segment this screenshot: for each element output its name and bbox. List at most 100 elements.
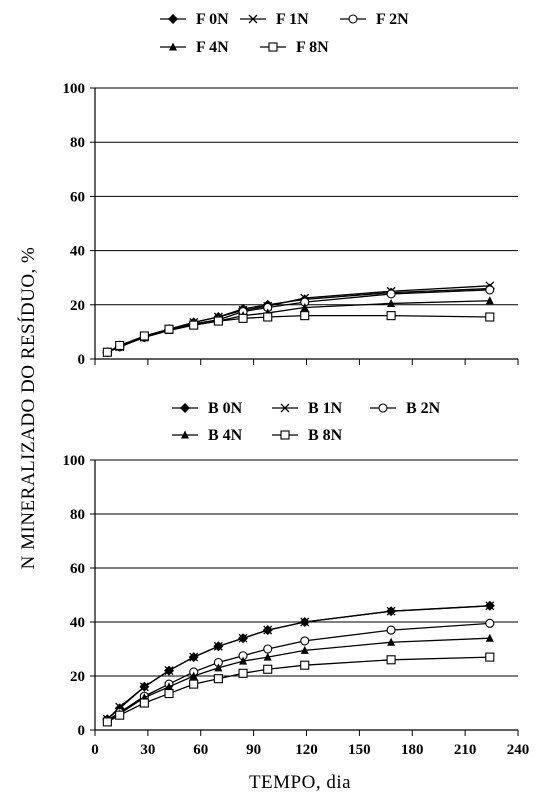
point-b-8n-2 <box>139 698 149 708</box>
legend-marker-b-1n <box>280 403 290 413</box>
legend-label-b-8n: B 8N <box>308 427 343 444</box>
legend-label-f-1n: F 1N <box>276 11 309 28</box>
y-tick-label-0: 0 <box>78 723 86 739</box>
point-b-1n-5 <box>213 641 223 651</box>
legend-label-f-0n: F 0N <box>196 11 229 28</box>
point-b-2n-7 <box>263 644 273 654</box>
x-tick-label-30: 30 <box>140 742 155 758</box>
point-b-8n-7 <box>263 664 273 674</box>
legend-marker-f-1n <box>248 14 258 24</box>
x-axis-title: TEMPO, dia <box>249 772 351 793</box>
x-tick-label-90: 90 <box>246 742 261 758</box>
point-f-8n-9 <box>386 311 396 321</box>
point-b-1n-2 <box>139 682 149 692</box>
legend-marker-f-0n <box>168 14 178 24</box>
point-b-4n-7 <box>263 652 272 661</box>
series-line-b-2n <box>106 622 490 722</box>
point-b-4n-9 <box>387 637 396 646</box>
point-b-1n-3 <box>164 666 174 676</box>
series-line-f-0n <box>107 287 490 353</box>
y-axis-title: N MINERALIZADO DO RESÍDUO, % <box>17 247 39 570</box>
point-b-4n-8 <box>300 645 309 654</box>
point-f-8n-2 <box>139 331 149 341</box>
legend-label-b-2n: B 2N <box>406 400 441 417</box>
y-tick-label-0: 0 <box>78 352 86 368</box>
series-line-b-1n <box>106 605 490 720</box>
y-tick-label-80: 80 <box>70 507 85 523</box>
point-b-4n-5 <box>214 663 223 672</box>
point-b-8n-5 <box>213 674 223 684</box>
point-f-8n-0 <box>102 347 112 357</box>
legend-label-b-1n: B 1N <box>308 400 343 417</box>
x-tick-label-150: 150 <box>348 742 371 758</box>
point-b-2n-9 <box>386 625 396 635</box>
legend-marker-f-4n <box>169 42 177 51</box>
chart-panel-f: 0 20 40 60 80 100 F 0N F 1N F 2N F 4N F 8N <box>63 11 519 368</box>
y-tick-label-40: 40 <box>70 244 85 260</box>
point-b-1n-9 <box>386 606 396 616</box>
legend-marker-b-2n <box>378 403 388 413</box>
point-f-4n-10 <box>485 296 494 305</box>
point-b-4n-10 <box>485 633 494 642</box>
point-f-8n-7 <box>263 312 273 322</box>
y-tick-label-20: 20 <box>70 298 85 314</box>
point-b-4n-6 <box>239 656 248 665</box>
point-f-4n-9 <box>387 298 396 307</box>
point-b-2n-8 <box>300 636 310 646</box>
legend-label-f-2n: F 2N <box>376 11 409 28</box>
y-tick-label-100: 100 <box>63 81 86 97</box>
series-line-b-4n <box>107 637 490 722</box>
point-b-1n-4 <box>189 652 199 662</box>
series-line-f-1n <box>107 285 490 353</box>
y-tick-label-60: 60 <box>70 561 85 577</box>
point-b-8n-3 <box>164 688 174 699</box>
point-b-1n-6 <box>238 633 248 643</box>
x-tick-label-0: 0 <box>91 742 99 758</box>
point-b-1n-8 <box>300 617 310 627</box>
x-tick-label-60: 60 <box>193 742 208 758</box>
point-b-2n-10 <box>485 618 495 628</box>
legend-label-b-4n: B 4N <box>208 427 243 444</box>
point-b-8n-8 <box>300 660 310 670</box>
point-b-8n-10 <box>485 652 495 662</box>
point-b-1n-10 <box>485 601 495 611</box>
point-b-4n-4 <box>189 671 198 680</box>
point-f-8n-8 <box>300 311 310 321</box>
legend-marker-f-8n <box>268 42 278 52</box>
point-f-8n-3 <box>164 324 174 334</box>
point-b-8n-0 <box>102 717 112 727</box>
point-b-4n-3 <box>165 682 174 691</box>
point-b-8n-4 <box>189 679 199 689</box>
x-tick-label-240: 240 <box>507 742 530 758</box>
point-b-1n-7 <box>263 625 273 635</box>
point-f-8n-1 <box>115 340 125 351</box>
y-tick-label-60: 60 <box>70 189 85 205</box>
point-f-4n-8 <box>300 303 309 312</box>
y-tick-label-40: 40 <box>70 615 85 631</box>
legend-marker-b-4n <box>181 430 189 439</box>
y-tick-label-80: 80 <box>70 135 85 151</box>
point-f-2n-9 <box>386 289 396 299</box>
legend-marker-b-8n <box>280 430 290 440</box>
point-f-2n-10 <box>485 285 495 295</box>
point-f-8n-4 <box>189 320 199 330</box>
x-tick-label-120: 120 <box>295 742 318 758</box>
x-tick-label-180: 180 <box>401 742 424 758</box>
x-tick-label-210: 210 <box>454 742 477 758</box>
point-f-8n-5 <box>213 316 223 326</box>
point-f-8n-6 <box>238 313 248 323</box>
legend-marker-f-2n <box>348 14 358 24</box>
series-line-f-8n <box>107 314 490 353</box>
chart-panel-b: 0 20 40 60 80 100 0 30 60 90 120 150 180 210 240 B 0N B … <box>63 400 530 758</box>
legend-label-f-4n: F 4N <box>196 39 229 56</box>
legend-marker-b-0n <box>180 403 190 413</box>
point-f-8n-10 <box>485 312 495 322</box>
y-tick-label-100: 100 <box>63 453 86 469</box>
point-b-8n-6 <box>238 668 248 678</box>
legend-label-b-0n: B 0N <box>208 400 243 417</box>
point-b-8n-1 <box>115 710 125 720</box>
legend-label-f-8n: F 8N <box>296 39 329 56</box>
y-tick-label-20: 20 <box>70 669 85 685</box>
point-b-8n-9 <box>386 655 396 665</box>
